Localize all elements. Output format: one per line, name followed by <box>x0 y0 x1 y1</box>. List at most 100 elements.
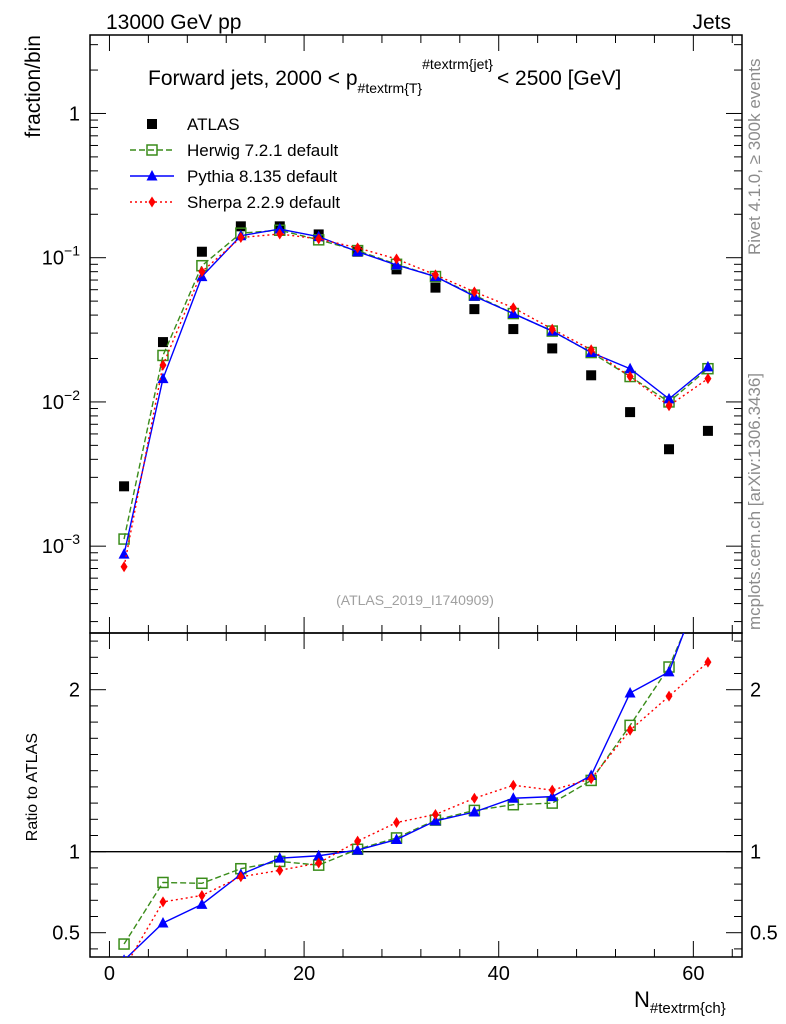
main-point-atlas <box>119 481 130 492</box>
main-point-pythia <box>118 548 130 559</box>
main-plot-title: Forward jets, 2000 < p#textrm{T} #textrm{… <box>148 56 621 96</box>
main-series-group <box>118 221 714 573</box>
main-point-pythia <box>624 362 636 374</box>
ratio-series-sherpa <box>121 656 712 974</box>
ratio-series-line-sherpa <box>129 661 709 957</box>
main-point-atlas <box>508 324 519 335</box>
main-point-sherpa <box>120 561 128 573</box>
main-ytick-base: 10 <box>42 392 64 414</box>
ratio-point-sherpa <box>665 690 673 702</box>
ratio-ytick-label-left: 2 <box>69 680 80 702</box>
main-point-sherpa <box>626 371 634 383</box>
ratio-xtick-label: 60 <box>682 963 704 985</box>
main-panel: 110−110−210−3 <box>42 34 743 634</box>
legend-marker-atlas <box>147 119 157 129</box>
header-right: Jets <box>692 11 731 34</box>
ratio-point-pythia <box>122 954 126 957</box>
ratio-panel: 0 20 40 60 0.5 0.5 1 1 2 2 <box>52 562 778 985</box>
side-label-rivet: Rivet 4.1.0, ≥ 300k events <box>745 59 764 255</box>
ratio-point-herwig <box>157 876 169 889</box>
legend-marker-herwig <box>146 144 158 156</box>
main-point-atlas <box>469 304 480 315</box>
ratio-point-sherpa <box>198 889 206 901</box>
main-point-sherpa <box>159 359 167 371</box>
main-ytick-base: 1 <box>69 103 80 125</box>
ratio-point-sherpa <box>587 773 595 785</box>
legend-marker-pythia <box>146 170 158 181</box>
main-point-atlas <box>196 246 207 257</box>
main-point-pythia <box>274 223 286 234</box>
title-pre: Forward jets, 2000 < p <box>148 67 358 90</box>
ratio-point-pythia <box>352 844 364 855</box>
ratio-point-sherpa <box>626 724 634 736</box>
main-point-herwig <box>118 533 130 545</box>
ratio-ytick-label-right: 0.5 <box>750 923 778 945</box>
main-point-atlas <box>702 425 713 436</box>
ratio-point-pythia <box>196 898 208 909</box>
ratio-point-pythia <box>624 686 636 698</box>
ratio-ytick-label-right: 1 <box>750 842 761 864</box>
ratio-point-sherpa <box>393 817 401 829</box>
ratio-series-group <box>118 562 713 974</box>
ratio-xtick-label: 20 <box>293 963 315 985</box>
main-series-atlas <box>119 221 713 492</box>
legend-label-sherpa: Sherpa 2.2.9 default <box>187 193 340 212</box>
ratio-point-herwig <box>196 877 208 890</box>
ratio-point-pythia <box>663 665 675 677</box>
xlabel-sub: #textrm{ch} <box>650 1000 726 1017</box>
main-point-sherpa <box>509 302 517 314</box>
ratio-point-pythia <box>157 916 169 928</box>
title-sup: #textrm{jet} <box>422 56 493 72</box>
main-ytick-exp: −2 <box>64 387 80 403</box>
main-point-sherpa <box>587 344 595 356</box>
ratio-series-line-herwig <box>123 633 685 945</box>
main-point-atlas <box>235 221 246 232</box>
main-ytick-base: 10 <box>42 248 64 270</box>
main-point-sherpa <box>431 269 439 281</box>
main-point-sherpa <box>665 400 673 412</box>
ratio-point-sherpa <box>704 656 712 668</box>
main-point-sherpa <box>354 242 362 254</box>
ratio-point-pythia <box>274 852 286 863</box>
main-series-herwig <box>118 224 714 545</box>
main-point-sherpa <box>393 253 401 265</box>
main-ytick-exp: −3 <box>64 531 80 547</box>
ratio-point-pythia <box>429 814 441 826</box>
ratio-point-sherpa <box>354 835 362 847</box>
analysis-tag: (ATLAS_2019_I1740909) <box>336 592 494 608</box>
side-label-mcplots: mcplots.cern.ch [arXiv:1306.3436] <box>745 373 764 630</box>
main-point-atlas <box>586 370 597 381</box>
main-point-pythia <box>702 360 714 372</box>
title-sub: #textrm{T} <box>358 80 423 96</box>
ratio-point-pythia <box>468 806 480 817</box>
ratio-point-sherpa <box>548 784 556 796</box>
ratio-ylabel: Ratio to ATLAS <box>24 733 41 841</box>
ratio-ytick-label-right: 2 <box>750 680 761 702</box>
main-series-line-sherpa <box>123 233 709 567</box>
ratio-point-sherpa <box>159 896 167 908</box>
main-ytick-label: 10−3 <box>42 531 80 558</box>
main-point-sherpa <box>276 228 284 240</box>
ratio-series-herwig <box>118 633 685 950</box>
ratio-point-pythia <box>313 849 325 861</box>
main-point-sherpa <box>548 323 556 335</box>
xlabel-main: N <box>634 987 650 1012</box>
ratio-xtick-label: 0 <box>104 963 115 985</box>
main-point-pythia <box>157 372 169 384</box>
ratio-series-line-pythia <box>126 633 685 957</box>
main-point-sherpa <box>237 232 245 244</box>
main-point-pythia <box>663 392 675 404</box>
header-left: 13000 GeV pp <box>106 11 241 34</box>
main-series-line-pythia <box>123 228 709 555</box>
ratio-point-pythia <box>702 562 713 573</box>
ratio-point-sherpa <box>121 963 128 974</box>
main-series-line-herwig <box>123 229 709 540</box>
legend-label-pythia: Pythia 8.135 default <box>187 167 338 186</box>
main-point-atlas <box>430 282 441 293</box>
ratio-point-herwig <box>118 938 130 950</box>
main-ytick-label: 10−2 <box>42 387 80 414</box>
ratio-series-pythia <box>122 562 713 957</box>
main-ytick-label: 1 <box>69 103 80 125</box>
main-series-pythia <box>118 223 714 559</box>
